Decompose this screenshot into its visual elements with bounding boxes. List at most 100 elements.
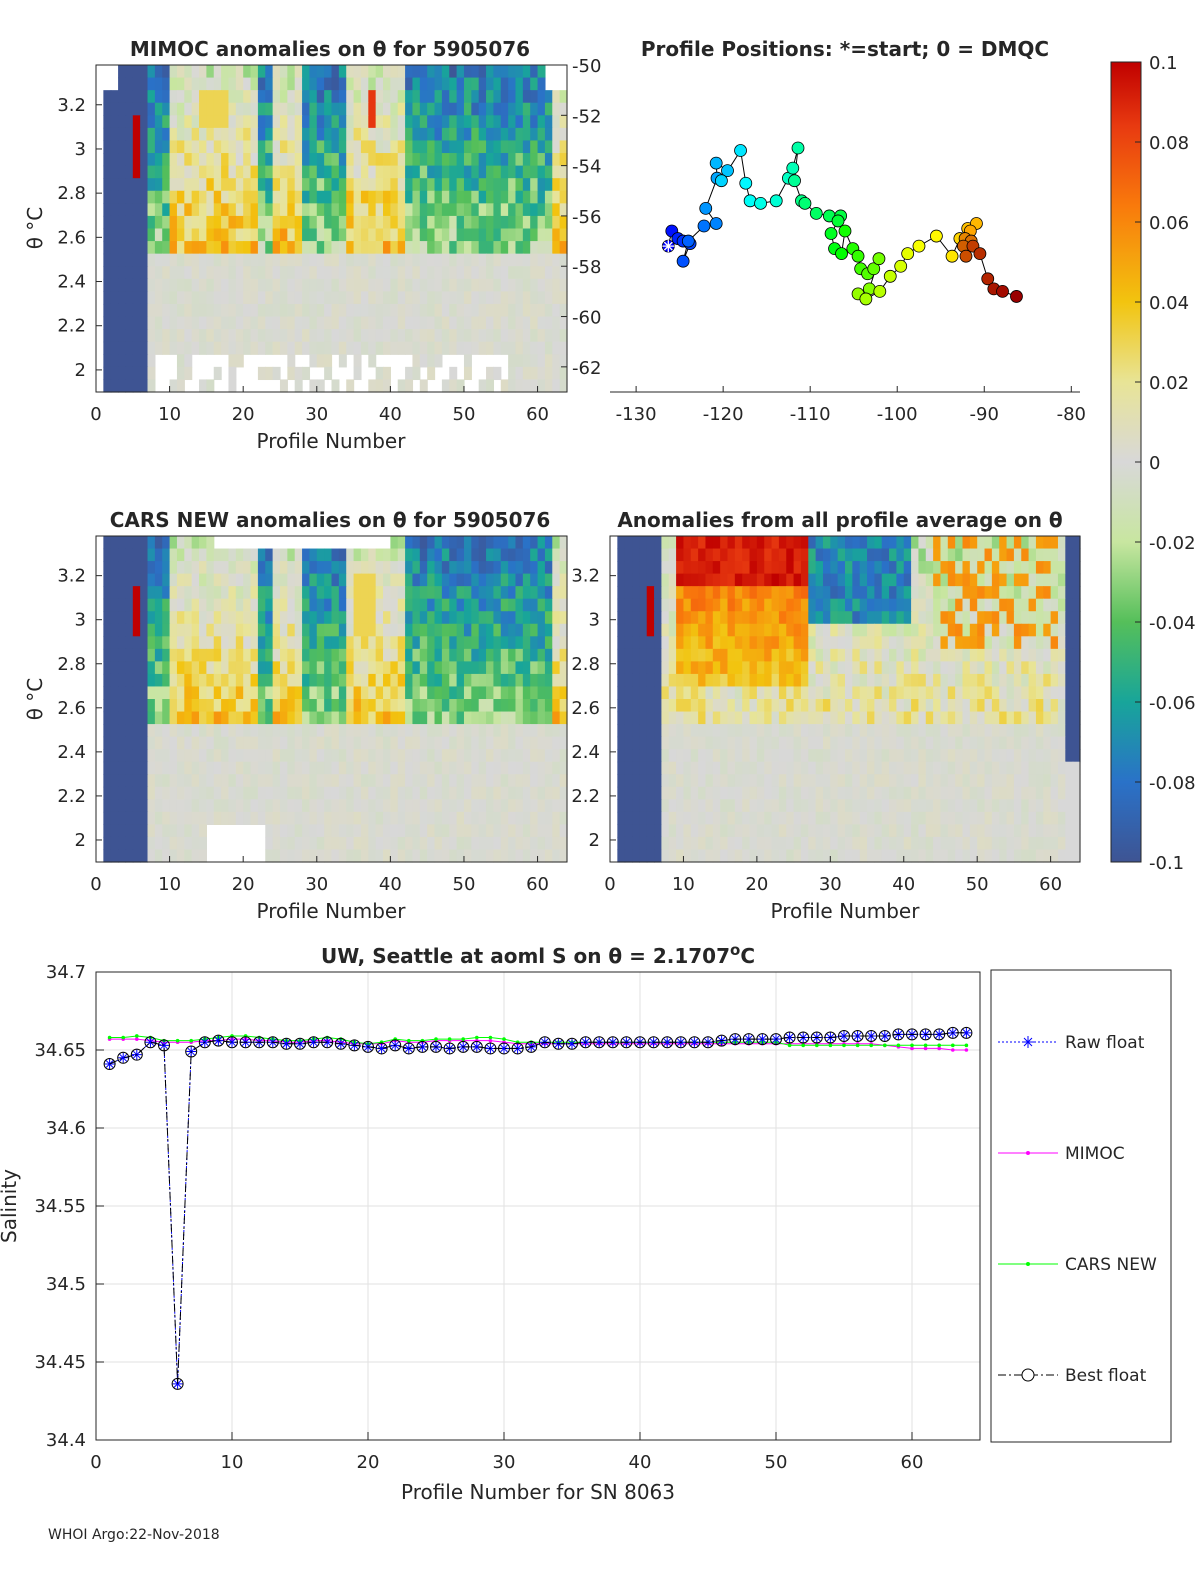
position-marker [895, 260, 907, 272]
heat-cell [889, 787, 897, 800]
heat-cell [779, 837, 787, 850]
heat-cell [251, 140, 259, 153]
heat-cell [772, 787, 780, 800]
heat-cell [860, 611, 868, 624]
heat-cell [287, 661, 295, 674]
heat-cell [808, 712, 816, 725]
heat-cell [639, 799, 647, 812]
heat-cell [170, 774, 178, 787]
heat-cell [258, 279, 266, 292]
heat-cell [683, 649, 691, 662]
heat-cell [243, 153, 251, 166]
heat-cell [464, 115, 472, 128]
heat-cell [398, 561, 406, 574]
heat-cell [258, 128, 266, 141]
heat-cell [545, 342, 553, 355]
heat-cell [904, 774, 912, 787]
heat-cell [845, 574, 853, 587]
heat-cell [523, 674, 531, 687]
heat-cell [280, 849, 288, 862]
heat-cell [148, 762, 156, 775]
heat-cell [228, 699, 236, 712]
heat-cell [830, 762, 838, 775]
heat-cell [471, 712, 479, 725]
heat-cell [742, 849, 750, 862]
heat-cell [1043, 774, 1051, 787]
heat-cell [808, 837, 816, 850]
heat-cell [435, 824, 443, 837]
heat-cell [1007, 774, 1015, 787]
heat-cell [1065, 837, 1073, 850]
heat-cell [361, 737, 369, 750]
heat-cell [683, 849, 691, 862]
heat-cell [309, 837, 317, 850]
heat-cell [508, 229, 516, 242]
heat-cell [412, 140, 420, 153]
heat-cell [560, 549, 568, 562]
heat-cell [103, 216, 111, 229]
heat-cell [896, 624, 904, 637]
heat-cell [280, 686, 288, 699]
right-tick-label: -58 [572, 257, 601, 278]
heat-cell [1036, 724, 1044, 737]
heat-cell [486, 90, 494, 103]
heat-cell [1036, 849, 1044, 862]
heat-cell [273, 115, 281, 128]
heat-cell [552, 674, 560, 687]
position-marker [946, 250, 958, 262]
heat-cell [125, 762, 133, 775]
heat-cell [184, 536, 192, 549]
heat-cell [552, 103, 560, 116]
heat-cell [955, 599, 963, 612]
heat-cell [471, 624, 479, 637]
heat-cell [896, 787, 904, 800]
heat-cell [133, 712, 141, 725]
heat-cell [705, 699, 713, 712]
heat-cell [999, 737, 1007, 750]
heat-cell [258, 636, 266, 649]
heat-cell [133, 241, 141, 254]
heat-cell [486, 153, 494, 166]
heat-cell [435, 78, 443, 91]
heat-cell [140, 762, 148, 775]
heat-cell [838, 762, 846, 775]
heat-cell [750, 674, 758, 687]
heat-cell [845, 774, 853, 787]
heat-cell [471, 574, 479, 587]
heat-cell [228, 166, 236, 179]
heat-cell [133, 191, 141, 204]
heat-cell [955, 574, 963, 587]
heat-cell [265, 103, 273, 116]
heat-cell [801, 749, 809, 762]
heat-cell [874, 812, 882, 825]
heat-cell [750, 636, 758, 649]
heat-cell [243, 191, 251, 204]
heat-cell [1073, 849, 1081, 862]
heat-cell [111, 824, 119, 837]
heat-cell [940, 774, 948, 787]
heat-cell [977, 762, 985, 775]
heat-cell [508, 549, 516, 562]
heat-cell [170, 549, 178, 562]
heat-cell [133, 254, 141, 267]
heat-cell [523, 78, 531, 91]
heat-cell [661, 737, 669, 750]
heat-cell [206, 115, 214, 128]
heat-cell [236, 329, 244, 342]
heat-cell [324, 90, 332, 103]
heat-cell [948, 686, 956, 699]
heat-cell [625, 674, 633, 687]
heat-cell [1043, 649, 1051, 662]
heat-cell [199, 837, 207, 850]
heat-cell [192, 329, 200, 342]
heat-cell [361, 787, 369, 800]
heat-cell [764, 837, 772, 850]
heat-cell [1043, 574, 1051, 587]
heat-cell [148, 153, 156, 166]
heat-cell [449, 115, 457, 128]
heat-cell [228, 379, 236, 392]
heat-cell [750, 724, 758, 737]
heat-cell [632, 624, 640, 637]
heat-cell [786, 624, 794, 637]
heat-cell [992, 812, 1000, 825]
